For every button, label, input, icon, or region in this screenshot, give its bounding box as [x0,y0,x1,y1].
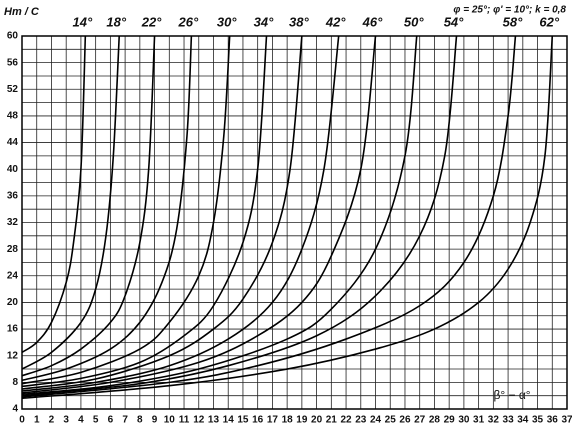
curve [21,35,87,354]
x-tick-label: 30 [458,415,470,426]
curve [21,35,554,400]
curve [21,35,340,392]
x-tick-label: 9 [152,415,158,426]
plot-frame [21,35,568,410]
x-tick-label: 18 [282,415,294,426]
y-tick-label: 32 [7,217,19,228]
x-tick-label: 14 [223,415,235,426]
x-tick-label: 1 [34,415,40,426]
x-tick-label: 31 [473,415,485,426]
y-tick-label: 4 [12,404,18,415]
x-tick-label: 10 [164,415,176,426]
x-tick-label: 13 [208,415,220,426]
x-tick-label: 27 [414,415,426,426]
curve-label: 42° [325,14,346,29]
curve [21,35,517,398]
y-tick-label: 44 [7,137,19,148]
x-tick-label: 28 [429,415,441,426]
y-tick-label: 56 [7,57,19,68]
x-tick-label: 15 [237,415,249,426]
y-tick-label: 20 [7,297,19,308]
x-tick-label: 0 [19,415,25,426]
curve-label: 38° [289,14,309,29]
x-tick-label: 32 [488,415,500,426]
curve [21,35,268,388]
y-tick-label: 48 [7,111,19,122]
curve-label: 26° [178,14,199,29]
y-tick-label: 40 [7,164,19,175]
y-tick-label: 12 [7,350,19,361]
curve [21,35,418,396]
x-tick-label: 23 [355,415,367,426]
y-tick-label: 24 [7,270,19,281]
curve-label: 22° [141,14,162,29]
x-tick-label: 4 [78,415,84,426]
x-tick-label: 24 [370,415,382,426]
x-tick-label: 34 [517,415,529,426]
y-tick-label: 28 [7,244,19,255]
x-tick-label: 5 [93,415,99,426]
curve [21,35,121,370]
curve [21,35,303,390]
x-tick-label: 20 [311,415,323,426]
curve-label: 30° [217,14,237,29]
x-tick-label: 12 [193,415,205,426]
y-tick-label: 60 [7,31,19,42]
x-tick-label: 37 [561,415,572,426]
curve-label: 54° [444,14,464,29]
x-tick-label: 16 [252,415,264,426]
curve-label: 18° [106,14,126,29]
x-tick-label: 8 [137,415,143,426]
x-axis-label: β° − α° [493,388,530,402]
curve-label: 58° [503,14,523,29]
curve [21,35,377,394]
x-tick-label: 3 [63,415,69,426]
x-tick-label: 29 [444,415,456,426]
curve-label: 46° [362,14,383,29]
x-tick-label: 7 [122,415,128,426]
x-tick-label: 11 [179,415,190,426]
x-tick-label: 6 [108,415,114,426]
x-tick-label: 2 [49,415,55,426]
x-tick-label: 17 [267,415,279,426]
x-tick-label: 36 [547,415,559,426]
annotation: φ = 25°; φ' = 10°; k = 0,8 [453,5,566,16]
y-tick-label: 52 [7,84,19,95]
curve-label: 62° [539,14,559,29]
x-tick-label: 21 [326,415,338,426]
x-tick-label: 19 [296,415,308,426]
curve-label: 14° [73,14,93,29]
x-tick-label: 33 [503,415,515,426]
x-tick-label: 35 [532,415,544,426]
curve-label: 50° [404,14,424,29]
y-tick-label: 36 [7,190,19,201]
x-tick-label: 22 [340,415,352,426]
curve [21,35,156,377]
x-tick-label: 25 [385,415,397,426]
y-tick-label: 16 [7,324,19,335]
curve [21,35,231,385]
x-tick-label: 26 [399,415,411,426]
curve-label: 34° [254,14,274,29]
y-tick-label: 8 [12,377,18,388]
y-axis-label: Hт / C [4,6,40,18]
curve [21,35,458,397]
curve [21,35,193,382]
